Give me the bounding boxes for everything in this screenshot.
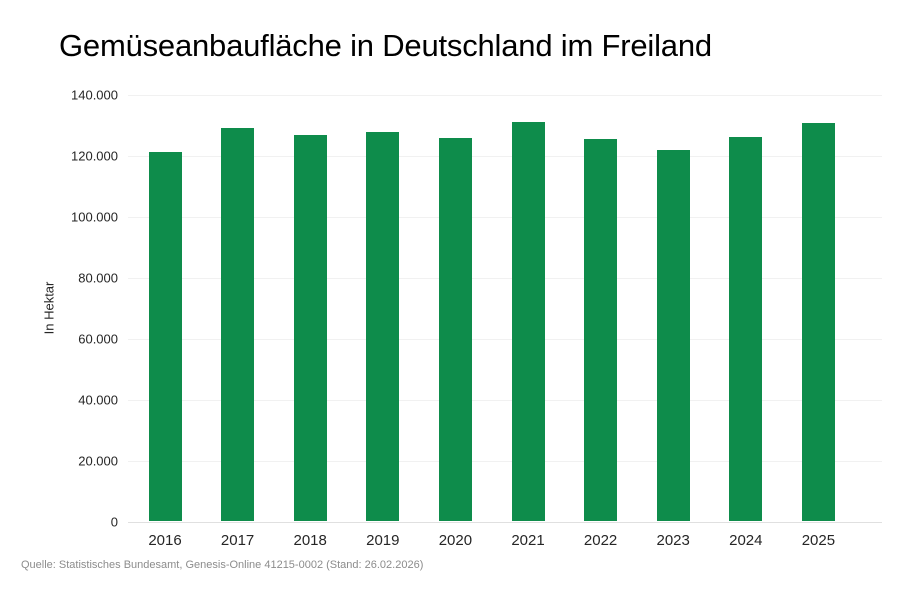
gridline <box>128 95 882 96</box>
bar <box>729 137 763 521</box>
x-tick-label: 2019 <box>366 532 400 549</box>
bar <box>221 127 255 521</box>
bar <box>438 138 472 521</box>
plot-area <box>128 95 882 523</box>
bar <box>801 122 835 521</box>
x-tick-label: 2021 <box>511 532 545 549</box>
y-tick-label: 120.000 <box>71 148 118 164</box>
gridline <box>128 461 882 462</box>
bar <box>511 122 545 521</box>
gridline <box>128 278 882 279</box>
y-tick-label: 40.000 <box>78 392 118 408</box>
bar <box>148 151 182 521</box>
y-axis: 0 20.000 40.000 60.000 80.000 100.000 120.000 1… <box>0 88 118 530</box>
x-tick-label: 2023 <box>656 532 690 549</box>
gridline <box>128 217 882 218</box>
y-tick-label: 140.000 <box>71 87 118 103</box>
x-tick-label: 2025 <box>801 532 836 549</box>
gridline <box>128 339 882 340</box>
x-tick-label: 2024 <box>729 532 763 549</box>
bar <box>366 132 400 521</box>
bar <box>656 149 690 521</box>
x-tick-label: 2022 <box>583 532 618 549</box>
x-tick-label: 2018 <box>293 532 327 549</box>
y-tick-label: 0 <box>110 514 118 530</box>
gridline <box>128 400 882 401</box>
x-tick-label: 2020 <box>438 532 473 549</box>
x-tick-label: 2017 <box>220 532 255 549</box>
y-tick-label: 60.000 <box>78 331 118 347</box>
bar <box>293 134 327 521</box>
y-tick-label: 100.000 <box>71 209 118 225</box>
bar <box>584 138 618 521</box>
y-tick-label: 20.000 <box>78 453 118 469</box>
chart-title: Gemüseanbaufläche in Deutschland im Frei… <box>59 28 712 63</box>
x-axis: 2016 2017 2018 2019 2020 2021 2022 2023 2024 2025 <box>128 529 882 551</box>
y-tick-label: 80.000 <box>78 270 118 286</box>
gridline <box>128 156 882 157</box>
source-note: Quelle: Statistisches Bundesamt, Genesis… <box>21 559 424 571</box>
x-tick-label: 2016 <box>148 532 182 549</box>
gridline <box>128 522 882 523</box>
